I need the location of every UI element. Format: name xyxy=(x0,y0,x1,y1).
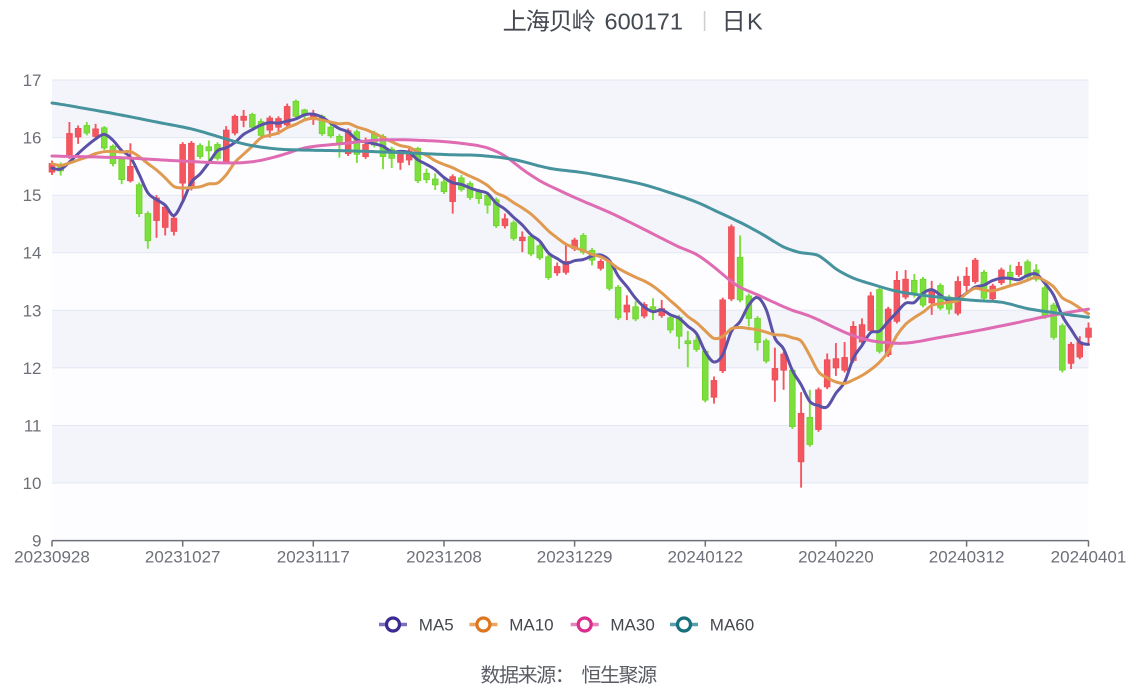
svg-text:K: K xyxy=(747,8,763,34)
svg-text:20240312: 20240312 xyxy=(929,548,1005,567)
svg-text:20230928: 20230928 xyxy=(14,548,90,567)
svg-text:600171: 600171 xyxy=(605,8,683,34)
svg-text:20231229: 20231229 xyxy=(537,548,613,567)
svg-text:20231117: 20231117 xyxy=(277,548,350,567)
svg-text:20231208: 20231208 xyxy=(406,548,482,567)
svg-text:20240220: 20240220 xyxy=(798,548,874,567)
svg-text:15: 15 xyxy=(23,186,42,205)
svg-text:20231027: 20231027 xyxy=(145,548,221,567)
svg-text:20240122: 20240122 xyxy=(667,548,743,567)
svg-text:MA30: MA30 xyxy=(610,616,654,635)
svg-text:MA60: MA60 xyxy=(710,616,754,635)
svg-text:14: 14 xyxy=(23,244,42,263)
svg-text:MA10: MA10 xyxy=(509,616,553,635)
svg-text:MA5: MA5 xyxy=(419,616,454,635)
svg-text:10: 10 xyxy=(23,474,42,493)
svg-text:13: 13 xyxy=(23,301,42,320)
svg-text:16: 16 xyxy=(23,129,42,148)
svg-text:20240401: 20240401 xyxy=(1051,548,1127,567)
svg-text:11: 11 xyxy=(24,417,42,436)
svg-text:12: 12 xyxy=(23,359,42,378)
svg-text:17: 17 xyxy=(23,71,42,90)
svg-text:9: 9 xyxy=(32,532,41,551)
